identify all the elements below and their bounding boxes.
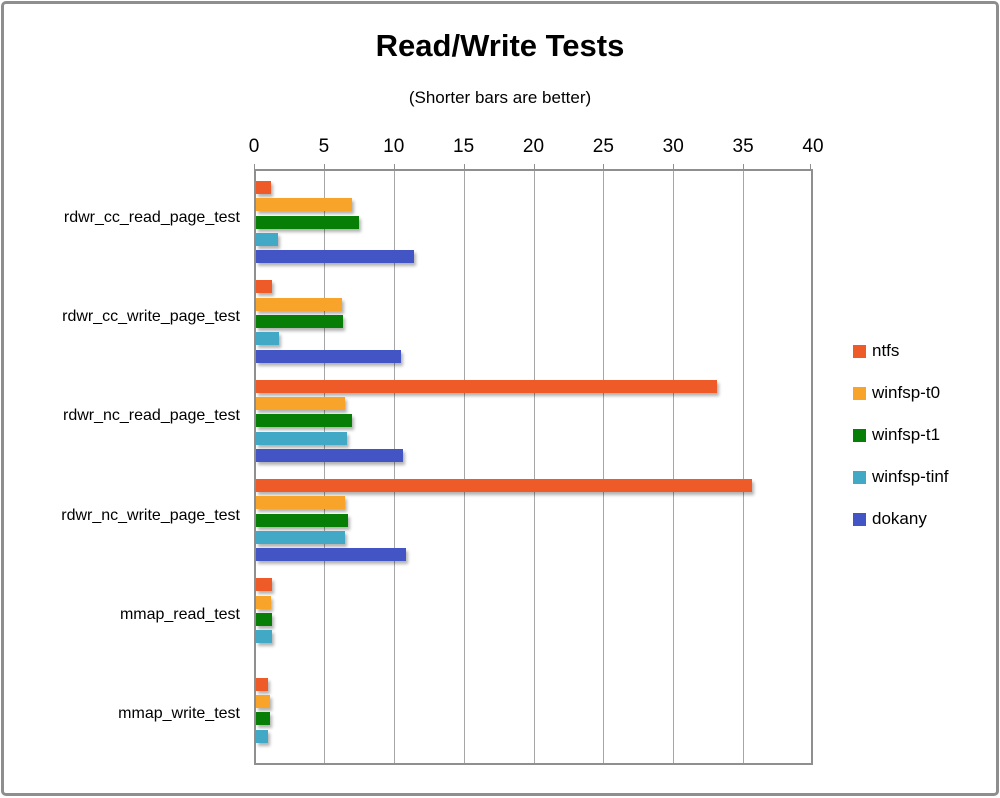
legend-swatch-icon	[853, 512, 866, 526]
bar-winfsp-t0	[256, 694, 270, 708]
bar-dokany	[256, 349, 402, 363]
bar-group-rdwr_cc_read_page_test	[256, 171, 811, 270]
bar-winfsp-tinf	[256, 630, 273, 644]
legend-swatch-icon	[853, 428, 866, 442]
category-label: rdwr_cc_read_page_test	[63, 208, 240, 226]
bar-group-mmap_read_test	[256, 568, 811, 667]
axis-tick-mark	[323, 164, 325, 171]
axis-tick-mark	[393, 164, 395, 171]
bar-winfsp-t0	[256, 496, 346, 510]
gridline	[673, 171, 675, 763]
legend-label: winfsp-t0	[872, 383, 941, 402]
bar-dokany	[256, 448, 403, 462]
bar-group-mmap_write_test	[256, 668, 811, 767]
axis-tick-mark	[603, 164, 605, 171]
gridline	[323, 171, 325, 763]
x-axis-tick-label: 30	[662, 136, 684, 157]
legend-item-ntfs: ntfs	[853, 341, 949, 360]
bar-winfsp-t0	[256, 198, 353, 212]
x-axis-tick-label: 40	[802, 136, 824, 157]
gridline	[603, 171, 605, 763]
bar-dokany	[256, 548, 406, 562]
bar-group-rdwr_nc_write_page_test	[256, 469, 811, 568]
legend-item-winfsp-t0: winfsp-t0	[853, 383, 949, 402]
legend: ntfs winfsp-t0 winfsp-t1 winfsp-tinf dokany	[853, 341, 949, 554]
bar-ntfs	[256, 578, 273, 592]
bar-winfsp-t1	[256, 513, 348, 527]
bar-ntfs	[256, 479, 753, 492]
bar-winfsp-t1	[256, 314, 343, 328]
legend-label: winfsp-tinf	[872, 467, 949, 486]
bar-winfsp-tinf	[256, 431, 347, 445]
axis-tick-mark	[743, 164, 745, 171]
plot-area	[254, 164, 813, 767]
bar-winfsp-tinf	[256, 332, 280, 346]
bar-group-rdwr_cc_write_page_test	[256, 270, 811, 369]
bar-winfsp-t0	[256, 595, 272, 609]
x-axis-tick-label: 25	[592, 136, 614, 157]
legend-swatch-icon	[853, 344, 866, 358]
axis-tick-mark	[254, 164, 255, 171]
x-axis-tick-label: 20	[522, 136, 545, 157]
legend-item-dokany: dokany	[853, 509, 949, 528]
bar-winfsp-t1	[256, 712, 270, 726]
chart-subtitle: (Shorter bars are better)	[408, 88, 592, 107]
bar-winfsp-t0	[256, 297, 342, 311]
x-axis-tick-label: 15	[453, 136, 475, 157]
bar-dokany	[256, 250, 414, 264]
bar-winfsp-tinf	[256, 232, 278, 246]
axis-tick-mark	[673, 164, 675, 171]
category-label: rdwr_cc_write_page_test	[62, 308, 240, 325]
x-axis-tick-label: 10	[383, 136, 405, 157]
x-axis-tick-label: 0	[248, 136, 260, 157]
x-axis-tick-label: 5	[318, 136, 330, 157]
axis-tick-mark	[810, 164, 811, 171]
bar-winfsp-t0	[256, 396, 346, 410]
gridline	[533, 171, 535, 763]
category-label: mmap_write_test	[118, 705, 240, 723]
bar-winfsp-t1	[256, 612, 273, 626]
legend-label: winfsp-t1	[872, 425, 941, 444]
category-label: rdwr_nc_write_page_test	[61, 506, 240, 524]
axis-tick-mark	[463, 164, 465, 171]
bar-ntfs	[256, 677, 268, 691]
x-axis-tick-label: 35	[732, 136, 754, 157]
bar-winfsp-t1	[256, 414, 353, 428]
legend-item-winfsp-t1: winfsp-t1	[853, 425, 949, 444]
gridline	[463, 171, 465, 763]
bar-winfsp-tinf	[256, 729, 268, 743]
bar-ntfs	[256, 181, 271, 194]
legend-swatch-icon	[853, 470, 866, 484]
gridline	[743, 171, 745, 763]
legend-swatch-icon	[853, 386, 866, 400]
legend-label: dokany	[872, 509, 927, 528]
bar-group-rdwr_nc_read_page_test	[256, 370, 811, 469]
chart-title: Read/Write Tests	[375, 28, 625, 63]
category-label: mmap_read_test	[119, 606, 240, 623]
bar-winfsp-tinf	[256, 530, 346, 544]
bar-ntfs	[256, 379, 718, 393]
legend-label: ntfs	[872, 341, 900, 360]
bar-winfsp-t1	[256, 215, 360, 229]
bar-ntfs	[256, 280, 273, 294]
legend-item-winfsp-tinf: winfsp-tinf	[853, 467, 949, 486]
axis-tick-mark	[533, 164, 535, 171]
category-label: rdwr_nc_read_page_test	[62, 407, 240, 425]
gridline	[393, 171, 395, 763]
